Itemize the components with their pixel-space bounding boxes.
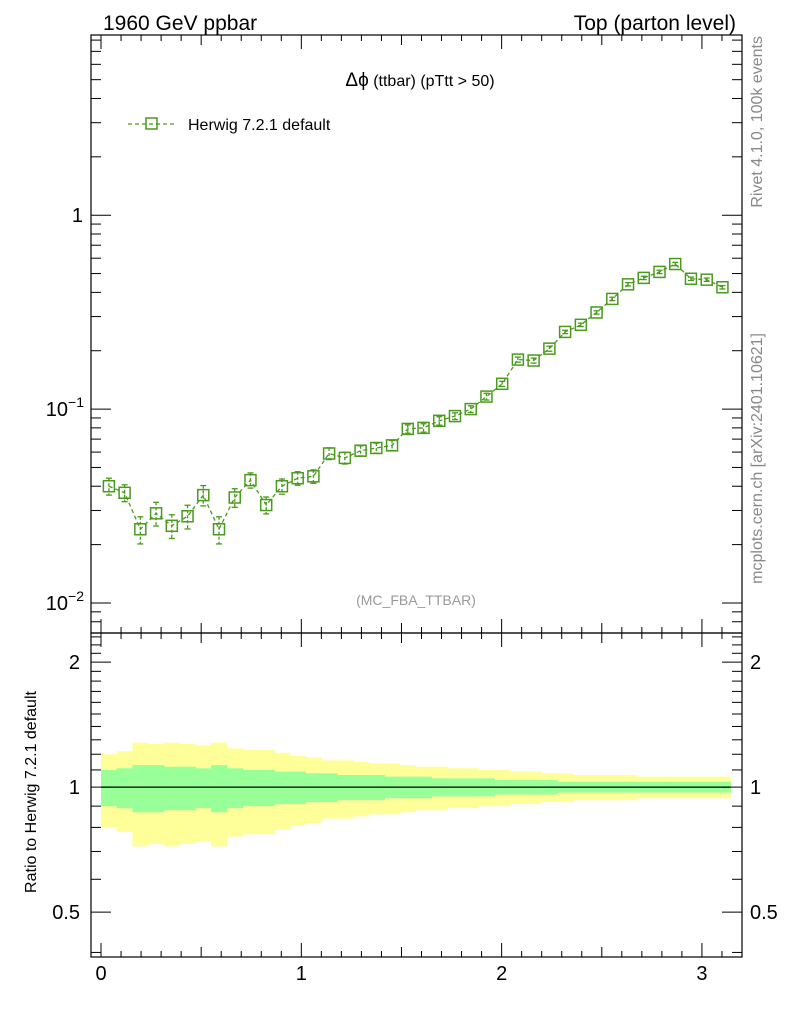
mcplots-label: mcplots.cern.ch [arXiv:2401.10621] (749, 333, 766, 584)
data-point (181, 510, 194, 523)
main-data-layer (102, 257, 729, 545)
rivet-label: Rivet 4.1.0, 100k events (749, 36, 766, 208)
data-point (511, 353, 525, 366)
ratio-y-tick-label: 1 (69, 777, 80, 799)
data-point (621, 278, 635, 291)
data-point (700, 273, 713, 286)
data-point (307, 470, 320, 483)
data-point (228, 491, 241, 504)
ratio-y-tick-label-right: 1 (750, 777, 761, 799)
ratio-frame (90, 632, 743, 958)
data-point (212, 523, 226, 536)
legend: Herwig 7.2.1 default (128, 117, 331, 134)
legend-marker (145, 117, 158, 130)
plot-title-symbol: Δϕ (345, 70, 368, 91)
data-point (291, 471, 304, 485)
ratio-band-inner (195, 768, 212, 809)
y-tick-label: 10−2 (46, 588, 84, 615)
data-point (401, 422, 415, 436)
y-tick-label: 10−1 (46, 394, 84, 421)
data-point (653, 265, 666, 279)
ratio-axes: 0 1 2 3 0.5 0.5 1 1 2 2 (52, 632, 778, 985)
data-point (574, 318, 588, 332)
x-tick-label: 3 (696, 963, 707, 985)
y-tick-exponent: −1 (68, 394, 84, 410)
y-tick-label: 1 (72, 205, 83, 227)
data-point (606, 292, 619, 306)
data-point (637, 271, 651, 285)
data-point (558, 325, 572, 339)
data-point (716, 280, 729, 294)
ratio-y-tick-label: 2 (69, 652, 80, 674)
ratio-y-tick-label-right: 2 (750, 652, 761, 674)
data-point (464, 402, 477, 416)
ratio-band-inner (226, 768, 244, 809)
data-point (275, 479, 289, 493)
data-point (149, 507, 163, 520)
ratio-band-inner (274, 771, 291, 805)
ratio-ylabel: Ratio to Herwig 7.2.1 default (23, 691, 40, 893)
ratio-band-inner (211, 765, 228, 813)
ratio-band-inner (132, 765, 149, 813)
y-tick-exponent: −2 (68, 588, 84, 604)
data-point (495, 377, 509, 391)
data-point (527, 354, 540, 367)
x-tick-label: 2 (496, 963, 507, 985)
plot-title: Δϕ (ttbar) (pTtt > 50) (345, 70, 494, 91)
data-point (684, 272, 698, 286)
plot-title-rest: (ttbar) (pTtt > 50) (369, 73, 495, 90)
data-point (668, 257, 682, 271)
ratio-band-inner (179, 766, 197, 811)
data-point (543, 342, 556, 355)
ratio-band-inner (289, 771, 307, 805)
data-point (118, 486, 131, 500)
x-tick-label: 1 (296, 963, 307, 985)
main-panel: Δϕ (ttbar) (pTtt > 50) (MC_FBA_TTBAR) He… (46, 34, 743, 634)
data-point (590, 306, 603, 319)
x-tick-label: 0 (95, 963, 106, 985)
legend-label: Herwig 7.2.1 default (188, 117, 331, 134)
data-point (385, 439, 399, 452)
ratio-band-inner (258, 769, 275, 807)
data-point (244, 473, 257, 487)
data-point (259, 498, 273, 512)
analysis-label: (MC_FBA_TTBAR) (356, 592, 476, 608)
data-point (197, 488, 210, 502)
ratio-band-inner (242, 769, 259, 807)
data-point (417, 421, 430, 435)
data-point (448, 409, 462, 423)
data-point (338, 451, 352, 465)
ratio-band-inner (101, 769, 118, 807)
main-axes: 1 10−1 10−2 (46, 34, 743, 634)
data-point (322, 447, 336, 460)
data-point (433, 414, 446, 428)
ratio-bands (101, 742, 731, 847)
ratio-y-tick-label-right: 0.5 (750, 902, 778, 924)
ratio-band-inner (163, 766, 181, 811)
data-point (102, 479, 116, 493)
series-line (108, 263, 723, 531)
ratio-band-inner (148, 765, 165, 813)
ratio-panel: 0 1 2 3 0.5 0.5 1 1 2 2 Ratio to Herwig 7.2.1 def… (23, 632, 778, 985)
data-point (370, 441, 383, 455)
ratio-band-inner (116, 768, 134, 809)
data-point (134, 523, 147, 536)
data-point (165, 519, 179, 533)
header-right: Top (parton level) (574, 12, 736, 35)
data-point (354, 444, 367, 457)
ratio-y-tick-label: 0.5 (52, 902, 80, 924)
data-point (480, 390, 493, 403)
header-left: 1960 GeV ppbar (103, 12, 257, 35)
